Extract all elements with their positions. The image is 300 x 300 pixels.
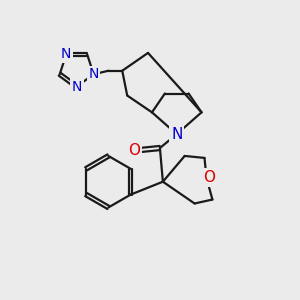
Text: N: N — [61, 47, 71, 61]
Text: N: N — [71, 80, 82, 94]
Text: N: N — [88, 67, 99, 81]
Text: N: N — [171, 127, 182, 142]
Text: O: O — [203, 170, 215, 185]
Text: O: O — [128, 142, 140, 158]
